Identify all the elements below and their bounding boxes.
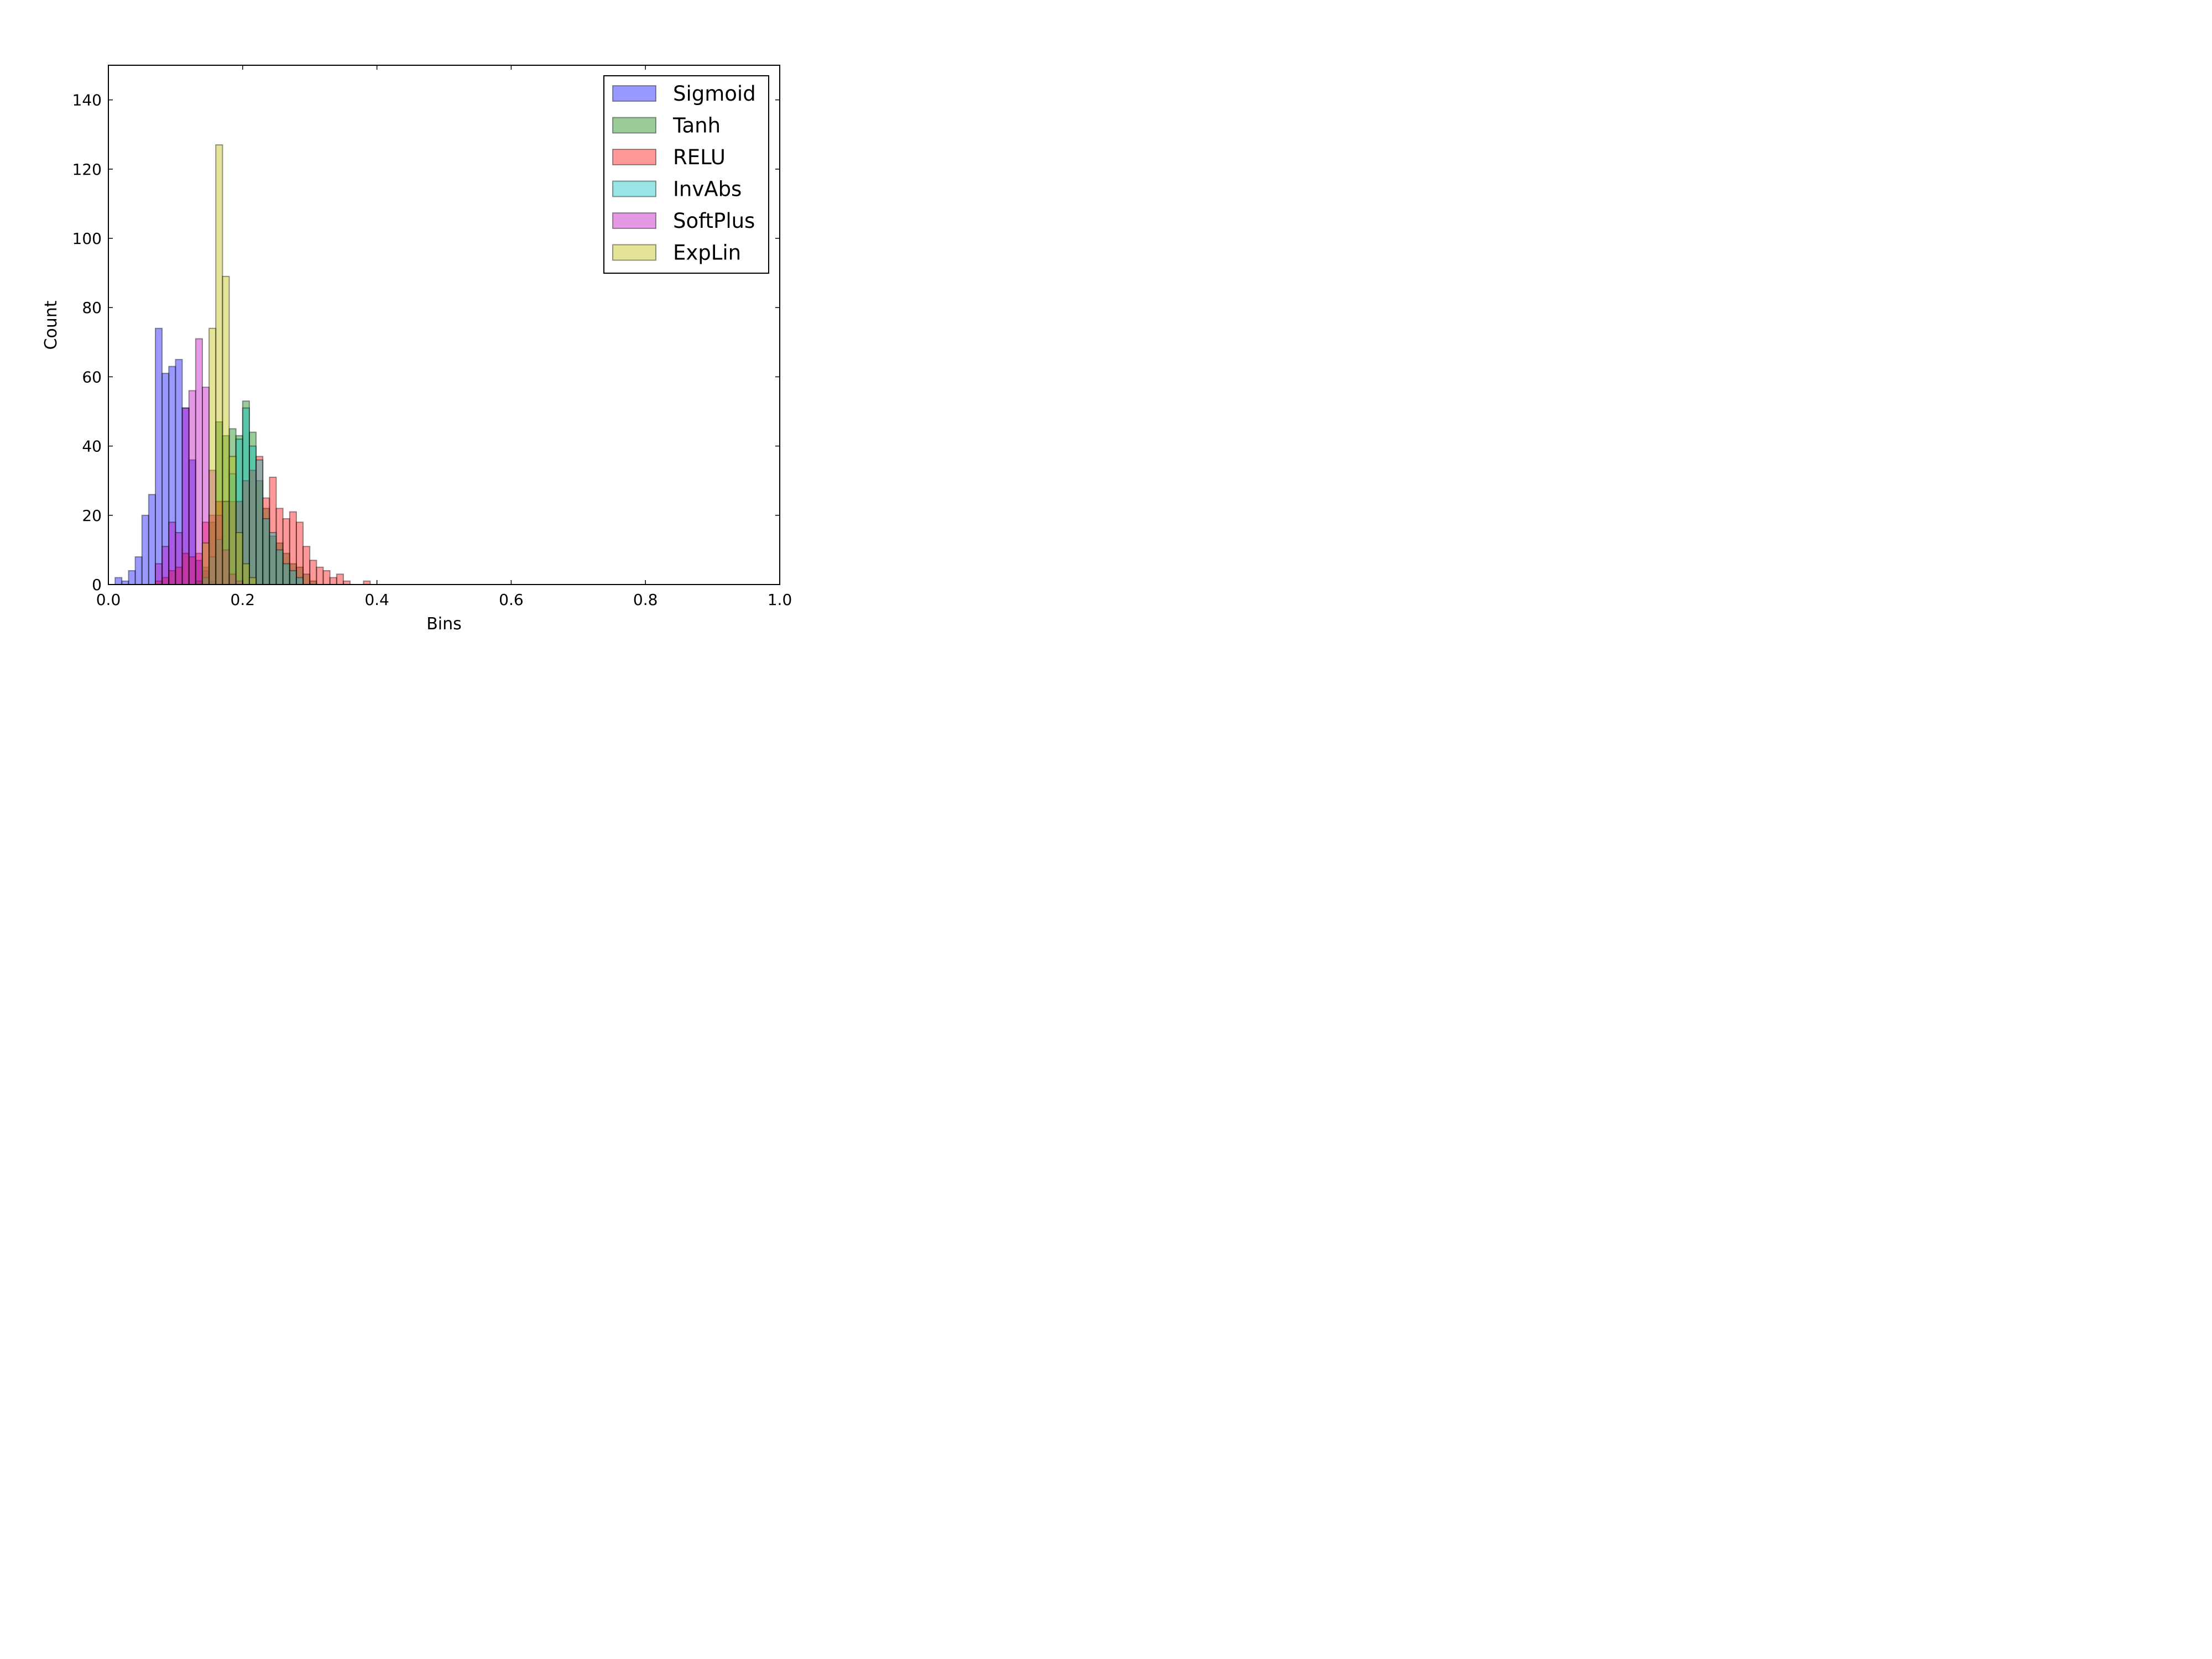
x-tick-label: 0.6 <box>499 591 524 609</box>
bar-softplus-5 <box>188 390 196 585</box>
bar-softplus-3 <box>175 532 183 585</box>
y-tick-label: 20 <box>82 507 102 525</box>
histogram-bars <box>114 144 371 586</box>
x-tick-label: 0.8 <box>633 591 658 609</box>
legend-label-sigmoid: Sigmoid <box>673 82 756 106</box>
bar-softplus-2 <box>168 521 176 586</box>
bar-invabs-6 <box>242 407 250 585</box>
bar-invabs-10 <box>269 532 277 585</box>
y-tick-label: 40 <box>82 437 102 456</box>
x-tick-label: 1.0 <box>768 591 792 609</box>
y-tick-label: 60 <box>82 368 102 386</box>
y-tick-label: 120 <box>72 160 102 179</box>
y-axis-label: Count <box>41 300 61 349</box>
bar-softplus-1 <box>161 546 170 586</box>
bar-relu-22 <box>302 546 311 586</box>
y-tick-label: 0 <box>92 576 102 594</box>
y-axis-ticks: 0 20 40 60 80 100 120 140 <box>72 91 780 594</box>
bar-explin-1 <box>208 327 217 585</box>
legend-label-invabs: InvAbs <box>673 178 742 201</box>
legend-swatch-relu <box>612 149 656 165</box>
bar-invabs-14 <box>295 577 304 585</box>
bar-softplus-0 <box>154 563 163 586</box>
series-tanh <box>195 400 317 586</box>
bar-softplus-6 <box>195 338 203 585</box>
y-tick-label: 100 <box>72 229 102 248</box>
bar-relu-25 <box>322 570 331 585</box>
legend-label-softplus: SoftPlus <box>673 209 755 233</box>
bar-sigmoid-3 <box>134 556 143 585</box>
bar-invabs-7 <box>248 445 257 585</box>
bar-relu-21 <box>295 521 304 586</box>
bar-explin-3 <box>222 275 230 585</box>
bar-relu-24 <box>316 566 324 585</box>
x-axis-label: Bins <box>426 614 462 634</box>
x-tick-label: 0.4 <box>364 591 389 609</box>
legend-label-tanh: Tanh <box>672 114 721 138</box>
bar-softplus-4 <box>181 407 190 585</box>
series-sigmoid <box>114 327 217 586</box>
series-explin <box>201 144 257 586</box>
bar-invabs-11 <box>275 549 284 586</box>
legend-swatch-softplus <box>612 212 656 229</box>
bar-invabs-13 <box>289 570 297 585</box>
legend-swatch-sigmoid <box>612 85 656 102</box>
chart-legend: Sigmoid Tanh RELU InvAbs SoftPlus ExpLin <box>603 75 769 274</box>
bar-explin-5 <box>235 532 243 585</box>
legend-box <box>603 75 769 274</box>
bar-explin-6 <box>242 563 250 586</box>
legend-swatch-invabs <box>612 180 656 197</box>
bar-explin-2 <box>215 144 223 586</box>
bar-explin-4 <box>228 456 237 585</box>
legend-swatch-explin <box>612 244 656 261</box>
bar-explin-7 <box>248 577 257 585</box>
histogram-chart: 0.0 0.2 0.4 0.6 0.8 1.0 0 20 40 60 80 100 120 140 Bi… <box>0 0 852 639</box>
legend-swatch-tanh <box>612 117 656 134</box>
series-softplus <box>154 338 243 586</box>
x-tick-label: 0.0 <box>96 591 121 609</box>
y-tick-label: 140 <box>72 91 102 109</box>
bar-explin-0 <box>201 542 210 586</box>
plot-frame <box>108 65 780 585</box>
bar-sigmoid-0 <box>114 577 123 585</box>
bar-sigmoid-5 <box>148 494 156 585</box>
bar-sigmoid-2 <box>128 570 136 585</box>
bar-relu-27 <box>336 573 344 585</box>
y-tick-label: 80 <box>82 299 102 317</box>
bar-invabs-9 <box>262 518 270 585</box>
bar-invabs-8 <box>255 459 264 586</box>
bar-sigmoid-6 <box>154 327 163 585</box>
x-axis-ticks: 0.0 0.2 0.4 0.6 0.8 1.0 <box>96 65 792 609</box>
bar-relu-26 <box>329 577 337 585</box>
bar-invabs-12 <box>282 563 290 586</box>
bar-sigmoid-4 <box>141 514 149 585</box>
x-tick-label: 0.2 <box>231 591 255 609</box>
legend-label-explin: ExpLin <box>673 241 741 265</box>
bar-relu-23 <box>309 560 317 585</box>
legend-label-relu: RELU <box>673 145 726 169</box>
